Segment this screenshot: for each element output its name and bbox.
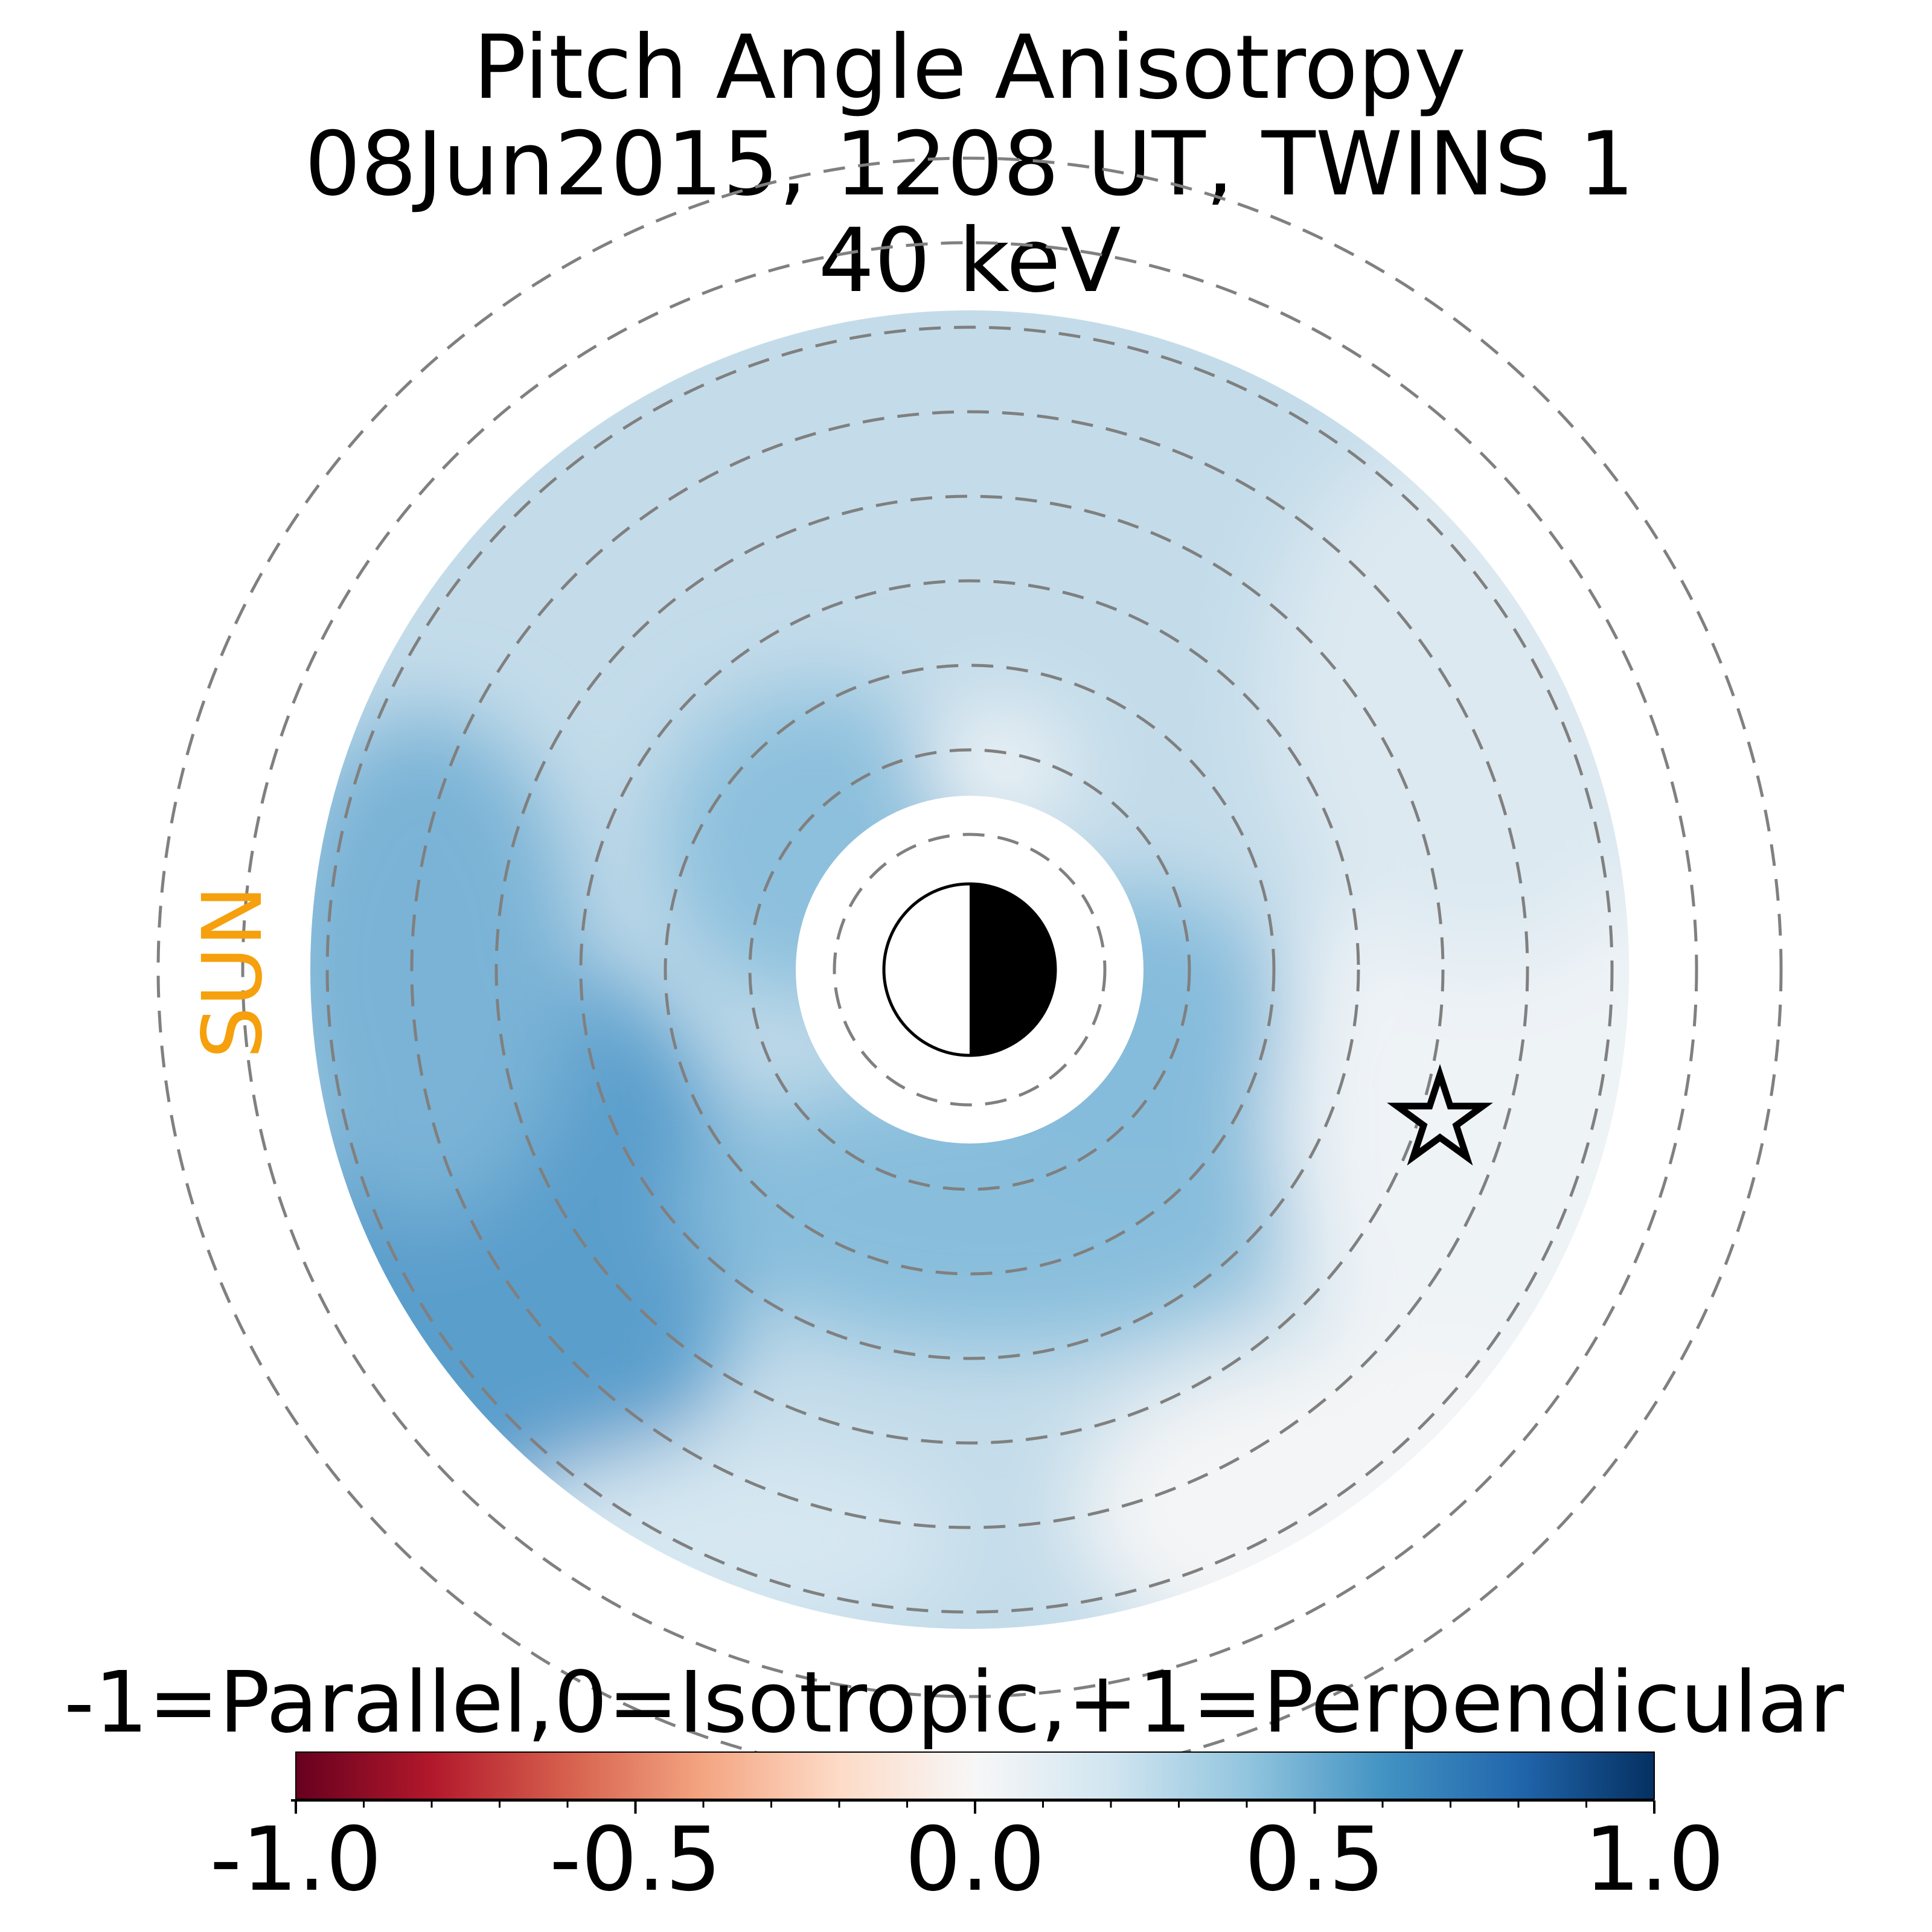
field-patch <box>1268 423 1629 966</box>
spacecraft-star-icon <box>1387 1064 1493 1166</box>
distance-ring <box>325 325 1614 1614</box>
colorbar-label: -1=Parallel,0=Isotropic,+1=Perpendicular <box>64 1654 1844 1752</box>
field-patch <box>310 712 580 1220</box>
distance-ring <box>833 833 1107 1107</box>
distance-ring <box>241 241 1698 1698</box>
colorbar-tick-label: 1.0 <box>1584 1808 1724 1911</box>
colorbar-tick-label: 0.5 <box>1244 1808 1384 1911</box>
colorbar-tick-label: -0.5 <box>549 1808 721 1911</box>
colorbar-tick-label: 0.0 <box>905 1808 1045 1911</box>
field-patch <box>924 712 1069 821</box>
distance-rings <box>156 156 1783 1783</box>
colorbar-ticks: -1.0 -0.5 0.0 0.5 1.0 <box>210 1800 1724 1911</box>
chart-title-line-2: 08Jun2015, 1208 UT, TWINS 1 <box>305 113 1635 216</box>
colorbar-tick-label: -1.0 <box>210 1808 382 1911</box>
distance-ring <box>579 579 1360 1360</box>
chart-title-line-3: 40 keV <box>818 210 1121 312</box>
distance-ring <box>748 748 1191 1191</box>
field-patch <box>1075 1340 1629 1629</box>
chart-title-line-1: Pitch Angle Anisotropy <box>473 16 1467 119</box>
distance-ring <box>664 664 1276 1276</box>
distance-ring <box>410 410 1529 1529</box>
sun-direction-label: SUN <box>185 885 281 1059</box>
earth-icon <box>882 882 1057 1057</box>
colorbar <box>295 1751 1655 1800</box>
distance-ring <box>494 494 1445 1445</box>
